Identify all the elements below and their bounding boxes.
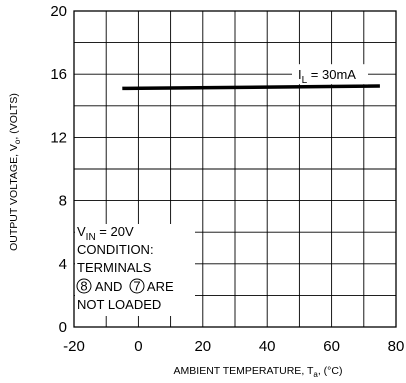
condition-annotation: VIN = 20V CONDITION: TERMINALS 8 AND 7 A… <box>75 224 195 316</box>
y-axis-title: OUTPUT VOLTAGE, Vo, (VOLTS) <box>8 93 22 251</box>
y-tick-label: 8 <box>59 193 67 210</box>
y-tick-label: 16 <box>50 66 67 83</box>
x-tick-label: 40 <box>259 338 276 355</box>
y-tick-label: 0 <box>59 319 67 336</box>
x-tick-label: 20 <box>194 338 211 355</box>
condition-not-loaded: NOT LOADED <box>77 297 161 312</box>
condition-terminals: TERMINALS <box>77 260 152 275</box>
series-label-background <box>292 64 368 85</box>
y-tick-label: 12 <box>50 129 67 146</box>
terminal-8-number: 8 <box>80 279 87 294</box>
condition-vin: VIN = 20V <box>77 224 134 243</box>
series-line <box>122 84 380 91</box>
terminal-8-circle <box>76 278 92 294</box>
x-tick-label: -20 <box>63 338 85 355</box>
terminal-7-circle <box>129 278 145 294</box>
condition-and: AND <box>92 279 126 294</box>
y-tick-labels: 0 4 8 12 16 20 <box>50 3 67 336</box>
x-tick-label: 80 <box>388 338 405 355</box>
plot-frame <box>73 10 397 328</box>
series-label: IL = 30mA <box>298 67 356 86</box>
y-tick-label: 4 <box>59 256 67 273</box>
terminal-7-number: 7 <box>133 279 140 294</box>
x-tick-label: 60 <box>323 338 340 355</box>
series-layer <box>122 84 380 91</box>
condition-are: ARE <box>144 279 174 294</box>
y-tick-label: 20 <box>50 3 67 20</box>
x-tick-label: 0 <box>134 338 142 355</box>
condition-background <box>75 224 195 316</box>
condition-title: CONDITION: <box>77 242 154 257</box>
x-axis-title: AMBIENT TEMPERATURE, Ta, (°C) <box>174 365 343 379</box>
x-tick-labels: -20 0 20 40 60 80 <box>63 338 404 355</box>
